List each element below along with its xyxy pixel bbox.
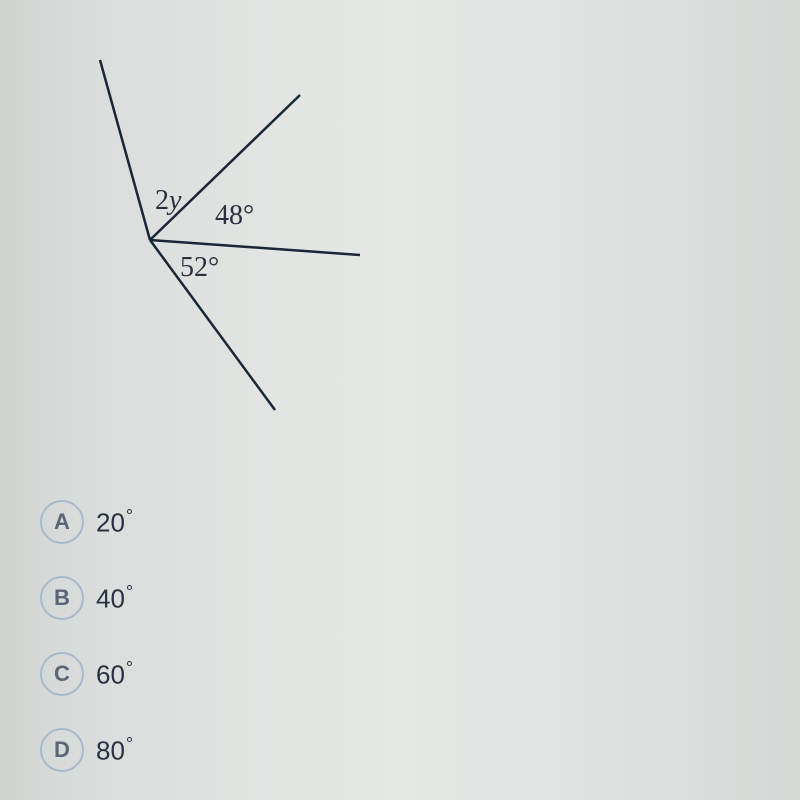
option-b-text: 40° — [96, 582, 133, 615]
option-d-text: 80° — [96, 734, 133, 767]
label-2y-prefix: 2 — [155, 185, 169, 216]
option-a-degree: ° — [126, 506, 133, 526]
label-2y-suffix: y — [169, 185, 181, 216]
option-b-circle: B — [40, 576, 84, 620]
option-c[interactable]: C 60° — [40, 652, 133, 696]
option-b[interactable]: B 40° — [40, 576, 133, 620]
option-a-value: 20 — [96, 507, 125, 537]
answer-options: A 20° B 40° C 60° D 80° — [40, 500, 133, 772]
label-52: 52° — [180, 252, 219, 284]
option-d-circle: D — [40, 728, 84, 772]
option-d[interactable]: D 80° — [40, 728, 133, 772]
label-2y: 2y — [155, 185, 181, 217]
option-b-value: 40 — [96, 583, 125, 613]
option-c-circle: C — [40, 652, 84, 696]
option-d-value: 80 — [96, 735, 125, 765]
option-d-degree: ° — [126, 734, 133, 754]
option-c-text: 60° — [96, 658, 133, 691]
label-48: 48° — [215, 200, 254, 232]
option-a-circle: A — [40, 500, 84, 544]
option-c-degree: ° — [126, 658, 133, 678]
angle-diagram: 2y 48° 52° — [40, 40, 440, 440]
ray-upper-left — [100, 60, 150, 240]
diagram-svg — [40, 40, 440, 440]
option-a-text: 20° — [96, 506, 133, 539]
option-c-value: 60 — [96, 659, 125, 689]
option-b-degree: ° — [126, 582, 133, 602]
option-a[interactable]: A 20° — [40, 500, 133, 544]
